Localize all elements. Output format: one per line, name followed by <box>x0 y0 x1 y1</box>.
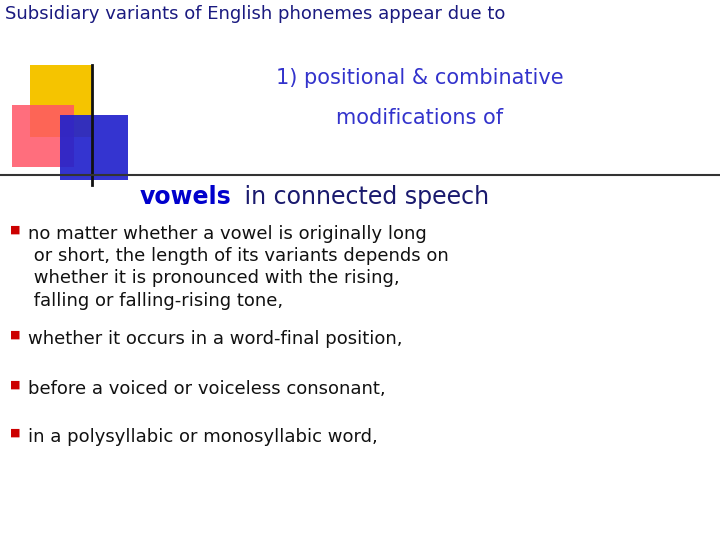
Text: whether it occurs in a word-final position,: whether it occurs in a word-final positi… <box>28 330 402 348</box>
Bar <box>60 115 128 180</box>
Bar <box>12 105 74 167</box>
Text: ■: ■ <box>10 225 20 235</box>
Text: in connected speech: in connected speech <box>237 185 489 209</box>
Text: ■: ■ <box>10 330 20 340</box>
Text: before a voiced or voiceless consonant,: before a voiced or voiceless consonant, <box>28 380 386 398</box>
Text: vowels: vowels <box>140 185 232 209</box>
Text: ■: ■ <box>10 380 20 390</box>
Text: ■: ■ <box>10 428 20 438</box>
Text: no matter whether a vowel is originally long
 or short, the length of its varian: no matter whether a vowel is originally … <box>28 225 449 309</box>
Text: modifications of: modifications of <box>336 108 503 128</box>
Text: Subsidiary variants of English phonemes appear due to: Subsidiary variants of English phonemes … <box>5 5 505 23</box>
Bar <box>30 65 92 137</box>
Text: 1) positional & combinative: 1) positional & combinative <box>276 68 564 88</box>
Text: in a polysyllabic or monosyllabic word,: in a polysyllabic or monosyllabic word, <box>28 428 378 446</box>
